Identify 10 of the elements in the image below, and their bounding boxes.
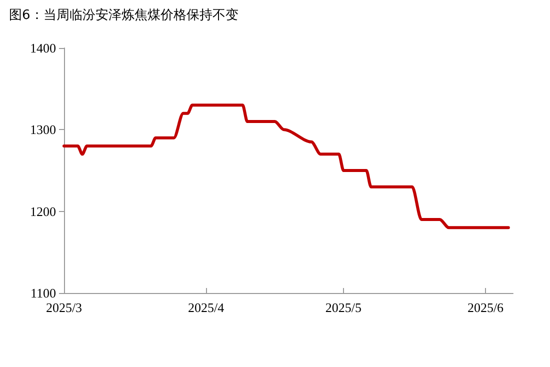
x-tick-label: 2025/5 xyxy=(325,300,362,315)
y-tick-label: 1400 xyxy=(30,40,56,56)
line-series xyxy=(62,104,510,230)
y-tick-label: 1200 xyxy=(30,204,56,219)
x-tick-label: 2025/4 xyxy=(188,300,225,315)
x-tick-label: 2025/6 xyxy=(467,300,504,315)
y-tick-label: 1100 xyxy=(30,286,56,300)
y-tick-label: 1300 xyxy=(30,122,56,138)
x-tick-label: 2025/3 xyxy=(46,300,82,315)
chart-title: 图6：当周临汾安泽炼焦煤价格保持不变 xyxy=(9,7,238,23)
